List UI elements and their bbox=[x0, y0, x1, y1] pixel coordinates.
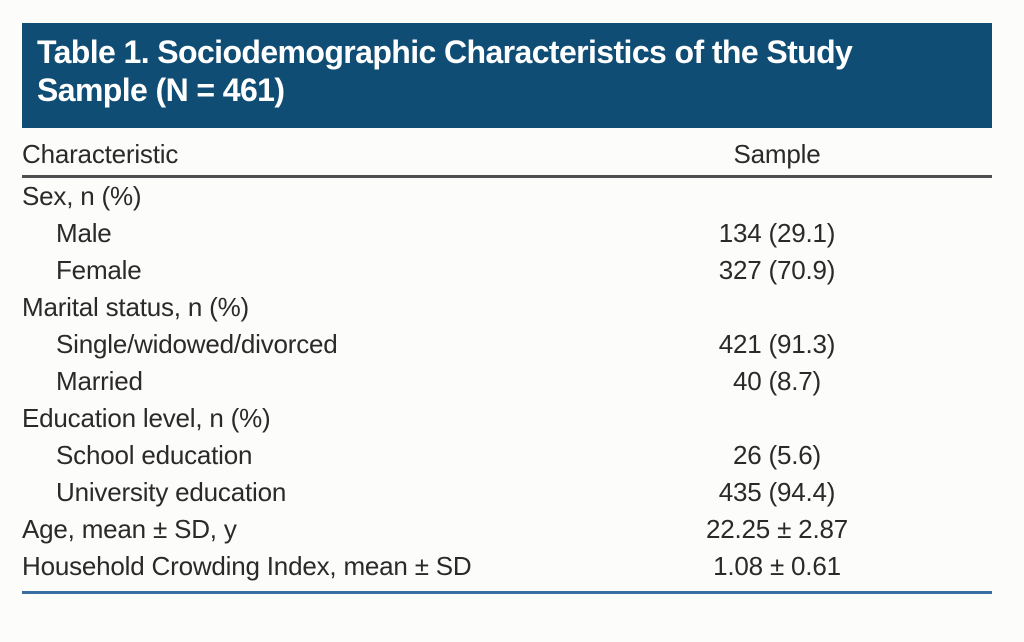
row-value bbox=[562, 178, 992, 215]
row-value: 421 (91.3) bbox=[718, 329, 836, 359]
table-row: Education level, n (%) bbox=[22, 400, 992, 437]
table-row: Married 40 (8.7) bbox=[22, 363, 992, 400]
row-label: Married bbox=[56, 366, 143, 396]
table-row: University education 435 (94.4) bbox=[22, 474, 992, 511]
row-label: Education level, n (%) bbox=[22, 403, 271, 433]
row-value bbox=[562, 289, 992, 326]
table-row: Marital status, n (%) bbox=[22, 289, 992, 326]
column-header-characteristic: Characteristic bbox=[22, 139, 179, 169]
row-value: 134 (29.1) bbox=[718, 218, 836, 248]
row-value: 435 (94.4) bbox=[718, 477, 836, 507]
row-label: Sex, n (%) bbox=[22, 181, 142, 211]
table-row: Male 134 (29.1) bbox=[22, 215, 992, 252]
table-title-banner: Table 1. Sociodemographic Characteristic… bbox=[22, 23, 992, 128]
table-row: Sex, n (%) bbox=[22, 178, 992, 215]
bottom-rule bbox=[22, 591, 992, 594]
row-label: Female bbox=[56, 255, 142, 285]
row-value: 327 (70.9) bbox=[718, 255, 836, 285]
row-label: Male bbox=[56, 218, 112, 248]
row-label: School education bbox=[56, 440, 253, 470]
row-value: 26 (5.6) bbox=[732, 440, 821, 470]
table-row: Single/widowed/divorced 421 (91.3) bbox=[22, 326, 992, 363]
table-body: Sex, n (%) Male 134 (29.1) Female 327 (70.9)… bbox=[22, 178, 992, 585]
column-header-row: Characteristic Sample bbox=[22, 128, 992, 175]
table-title-line1: Table 1. Sociodemographic Characteristic… bbox=[37, 34, 853, 70]
header-rule bbox=[22, 175, 992, 178]
row-value: 40 (8.7) bbox=[732, 366, 821, 396]
table-figure: Table 1. Sociodemographic Characteristic… bbox=[22, 23, 992, 594]
column-header-sample: Sample bbox=[733, 139, 821, 169]
row-value: 1.08 ± 0.61 bbox=[713, 551, 841, 581]
table-row: School education 26 (5.6) bbox=[22, 437, 992, 474]
row-label: Marital status, n (%) bbox=[22, 292, 249, 322]
row-label: Household Crowding Index, mean ± SD bbox=[22, 551, 472, 581]
table-row: Age, mean ± SD, y 22.25 ± 2.87 bbox=[22, 511, 992, 548]
row-value: 22.25 ± 2.87 bbox=[706, 514, 848, 544]
row-label: Age, mean ± SD, y bbox=[22, 514, 237, 544]
row-label: Single/widowed/divorced bbox=[56, 329, 338, 359]
row-label: University education bbox=[56, 477, 287, 507]
table-row: Female 327 (70.9) bbox=[22, 252, 992, 289]
table-title-line2: Sample (N = 461) bbox=[37, 72, 285, 108]
row-value bbox=[562, 400, 992, 437]
table-row: Household Crowding Index, mean ± SD 1.08 … bbox=[22, 548, 992, 585]
